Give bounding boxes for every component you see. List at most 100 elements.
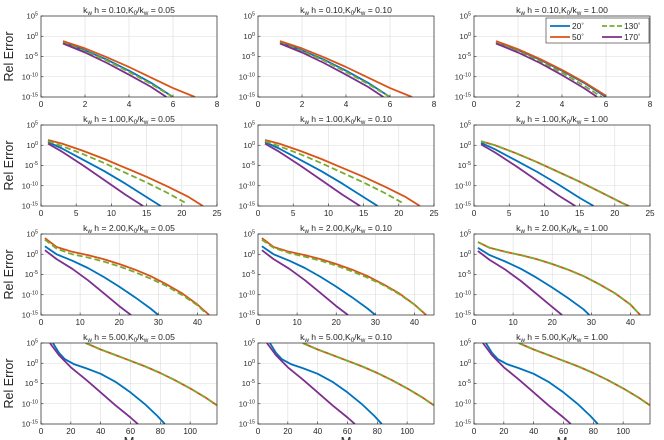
series-line-50 [44, 237, 210, 315]
x-tick-label: 20 [66, 427, 76, 436]
x-tick-label: 4 [560, 100, 565, 109]
x-tick-label: 25 [212, 209, 222, 218]
series-line-20 [477, 247, 591, 315]
y-tick-label: 10-5 [242, 379, 255, 388]
y-tick-label: 105 [244, 121, 255, 130]
series-line-50 [264, 139, 421, 206]
series-line-130 [85, 343, 217, 407]
legend-entry-130: 130° [624, 21, 641, 31]
y-tick-label: 100 [244, 359, 255, 368]
legend: 20° 130° 50° 170° [545, 17, 650, 44]
series-line-170 [279, 42, 384, 97]
x-tick-label: 5 [74, 209, 79, 218]
y-tick-label: 10-15 [22, 202, 38, 211]
x-tick-label: 15 [359, 209, 369, 218]
y-tick-label: 10-10 [22, 181, 38, 190]
x-tick-label: 0 [39, 318, 44, 327]
ylabel-row-3: Rel Error [2, 249, 16, 299]
x-tick-label: 0 [256, 100, 261, 109]
y-tick-label: 10-10 [455, 181, 471, 190]
y-tick-label: 10-10 [455, 290, 471, 299]
x-tick-label: 0 [256, 427, 261, 436]
x-tick-label: 0 [472, 209, 477, 218]
y-tick-label: 10-15 [455, 420, 471, 429]
series-line-20 [44, 245, 159, 315]
series-line-130 [264, 140, 403, 204]
subplot-title: kw h = 5.00,K0/kw = 1.00 [516, 332, 608, 344]
series-line-170 [477, 250, 563, 315]
x-tick-label: 40 [626, 318, 636, 327]
x-tick-label: 40 [410, 318, 420, 327]
x-tick-label: 80 [589, 427, 599, 436]
x-tick-label: 10 [324, 209, 334, 218]
subplot-title: kw h = 1.00,K0/kw = 1.00 [516, 114, 608, 126]
y-tick-label: 10-5 [25, 270, 38, 279]
subplot-6: 0 5 10 15 20 25 105 100 10-5 10-10 10-15 kw h = 1.0… [455, 114, 655, 218]
series-line-20 [261, 245, 376, 315]
x-tick-label: 80 [373, 427, 383, 436]
y-tick-label: 10-10 [239, 181, 255, 190]
x-tick-label: 60 [126, 427, 136, 436]
x-tick-label: 80 [156, 427, 166, 436]
row-ylabels: Rel Error Rel Error Rel Error Rel Error [2, 31, 16, 408]
y-tick-label: 10-15 [239, 93, 255, 102]
xlabel-col-1: M [124, 434, 135, 440]
series-line-130 [44, 238, 206, 314]
series-line-50 [279, 40, 413, 97]
y-tick-label: 10-15 [22, 311, 38, 320]
y-tick-label: 100 [244, 250, 255, 259]
series-line-130 [261, 238, 425, 315]
y-tick-label: 10-5 [242, 270, 255, 279]
x-tick-label: 100 [400, 427, 414, 436]
series-line-20 [52, 343, 166, 424]
ylabel-row-1: Rel Error [2, 31, 16, 81]
x-tick-label: 0 [256, 318, 261, 327]
x-tick-label: 0 [39, 100, 44, 109]
col-xlabels: MMM [124, 434, 568, 440]
y-tick-label: 10-5 [25, 379, 38, 388]
y-tick-label: 10-15 [455, 202, 471, 211]
x-tick-label: 15 [575, 209, 585, 218]
x-tick-label: 2 [516, 100, 521, 109]
legend-entry-170: 170° [624, 32, 641, 42]
x-tick-label: 5 [291, 209, 296, 218]
y-tick-label: 10-5 [25, 52, 38, 61]
subplot-9: 0 10 20 30 40 105 100 10-5 10-10 10-15 kw h = 2.00… [455, 223, 651, 327]
y-tick-label: 10-10 [239, 72, 255, 81]
y-tick-label: 10-15 [239, 311, 255, 320]
y-tick-label: 10-15 [22, 93, 38, 102]
x-tick-label: 20 [115, 318, 125, 327]
y-tick-label: 10-5 [458, 52, 471, 61]
series-line-20 [269, 343, 383, 424]
series-line-50 [47, 139, 204, 206]
y-tick-label: 100 [460, 32, 471, 41]
x-tick-label: 60 [559, 427, 569, 436]
x-tick-label: 20 [283, 427, 293, 436]
series-line-50 [495, 40, 607, 97]
series-line-170 [47, 142, 144, 206]
y-tick-label: 105 [244, 12, 255, 21]
subplot-8: 0 10 20 30 40 105 100 10-5 10-10 10-15 kw h = 2.00… [239, 223, 435, 327]
x-tick-label: 0 [39, 209, 44, 218]
y-tick-label: 10-10 [22, 399, 38, 408]
series-line-170 [264, 142, 361, 206]
x-tick-label: 6 [388, 100, 393, 109]
series-line-130 [62, 41, 174, 97]
series-line-130 [279, 41, 391, 97]
x-tick-label: 20 [499, 427, 509, 436]
subplot-title: kw h = 5.00,K0/kw = 0.05 [83, 332, 175, 344]
subplot-4: 0 5 10 15 20 25 105 100 10-5 10-10 10-15 kw h = 1.0… [22, 114, 222, 218]
xlabel-col-3: M [557, 434, 568, 440]
y-tick-label: 105 [460, 339, 471, 348]
y-tick-label: 10-5 [242, 161, 255, 170]
y-tick-label: 105 [460, 12, 471, 21]
x-tick-label: 20 [610, 209, 620, 218]
y-tick-label: 10-10 [455, 399, 471, 408]
series-line-20 [47, 141, 162, 206]
x-tick-label: 40 [529, 427, 539, 436]
y-tick-label: 100 [460, 141, 471, 150]
series-line-170 [480, 143, 576, 206]
x-tick-label: 2 [83, 100, 88, 109]
series-line-20 [485, 343, 599, 424]
y-tick-label: 10-10 [22, 290, 38, 299]
